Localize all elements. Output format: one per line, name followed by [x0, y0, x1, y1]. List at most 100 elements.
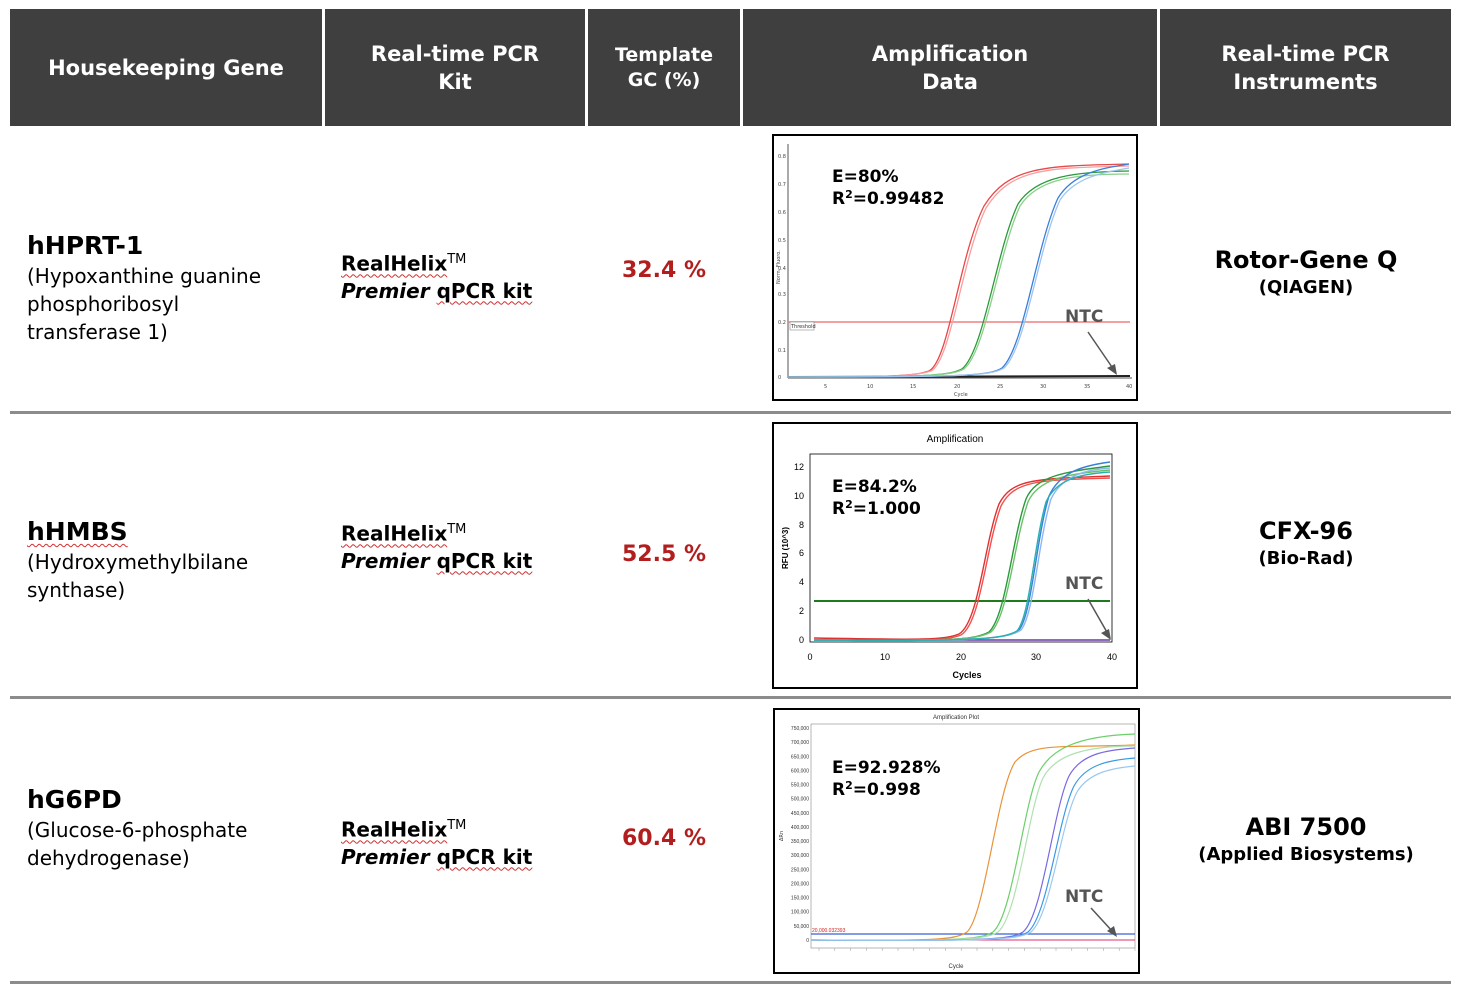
curve-teal [813, 471, 1111, 642]
y-tick: 0.4 [778, 266, 786, 272]
ntc-arrowhead [1101, 629, 1111, 640]
y-axis-label: RFU (10^3) [781, 527, 790, 569]
threshold-label-box [789, 321, 815, 331]
x-tick: 20 [954, 384, 960, 390]
gene-full-name-line: phosphoribosyl [27, 292, 180, 316]
amplification-plot-cfx96: Amplification 12 10 8 6 4 2 0 0 10 20 30… [772, 422, 1138, 689]
ntc-label: NTC [1065, 887, 1103, 907]
header-instruments: Real-time PCR Instruments [1160, 9, 1451, 126]
instrument-name: CFX-96 [1259, 517, 1353, 545]
header-pcr-kit: Real-time PCR Kit [325, 9, 585, 126]
row-separator [10, 696, 1451, 699]
x-tick: 30 [1031, 652, 1041, 662]
header-housekeeping-gene: Housekeeping Gene [10, 9, 322, 126]
row-separator [10, 411, 1451, 414]
curve-red [813, 475, 1111, 640]
y-tick: 200,000 [791, 881, 809, 887]
gene-symbol: hG6PD [27, 785, 122, 814]
y-tick: 250,000 [791, 867, 809, 873]
gene-cell-hg6pd: hG6PD (Glucose-6-phosphate dehydrogenase… [27, 784, 247, 872]
x-tick: 40 [1126, 384, 1132, 390]
y-tick: 750,000 [791, 726, 809, 732]
y-tick: 8 [799, 520, 804, 530]
kit-brand: RealHelix [341, 251, 448, 276]
gene-full-name-line: dehydrogenase) [27, 846, 190, 870]
ntc-arrowhead [1107, 364, 1117, 375]
efficiency-label: E=92.928% [832, 758, 941, 778]
y-tick: 6 [799, 548, 804, 558]
plot-title: Amplification [927, 434, 984, 445]
y-tick: 700,000 [791, 740, 809, 746]
y-tick: 600,000 [791, 768, 809, 774]
kit-premier: Premier [341, 548, 430, 573]
y-tick: 450,000 [791, 811, 809, 817]
kit-cell: RealHelixTM Premier qPCR kit [341, 516, 532, 575]
x-axis-label: Cycles [952, 670, 981, 680]
gc-value: 32.4 % [622, 258, 706, 283]
y-tick: 4 [799, 577, 804, 587]
x-tick: 40 [1107, 652, 1117, 662]
kit-trademark: TM [447, 818, 467, 833]
y-tick: 0.6 [778, 210, 786, 216]
header-template-gc: Template GC (%) [588, 9, 740, 126]
y-tick: 650,000 [791, 754, 809, 760]
ntc-arrowhead [1107, 926, 1117, 937]
r-squared-label: R2=0.998 [832, 779, 921, 800]
gene-full-name-line: (Hydroxymethylbilane [27, 550, 249, 574]
kit-name: qPCR kit [436, 278, 533, 303]
y-axis-label: Norm. Fluoro. [776, 250, 782, 284]
y-tick: 0.3 [778, 292, 786, 298]
gene-cell-hhmbs: hHMBS (Hydroxymethylbilane synthase) [27, 516, 248, 604]
curve-blue-replicate [787, 167, 1130, 378]
gene-cell-hhprt1: hHPRT-1 (Hypoxanthine guanine phosphorib… [27, 230, 261, 346]
gene-full-name-line: transferase 1) [27, 320, 168, 344]
y-tick: 500,000 [791, 797, 809, 803]
instrument-maker: (Applied Biosystems) [1198, 844, 1414, 865]
x-tick: 0 [807, 652, 812, 662]
kit-trademark: TM [447, 522, 467, 537]
y-tick: 350,000 [791, 839, 809, 845]
y-tick: 2 [799, 606, 804, 616]
amplification-plot-rotorgene: 0.8 0.7 0.6 0.5 0.4 0.3 0.2 0.1 0 5 10 1… [772, 134, 1138, 401]
x-tick: 30 [1040, 384, 1046, 390]
x-axis-label: Cycle [948, 964, 964, 970]
header-amplification-data: Amplification Data [743, 9, 1157, 126]
x-tick: 20 [956, 652, 966, 662]
x-tick: 25 [997, 384, 1003, 390]
kit-name: qPCR kit [436, 844, 533, 869]
gene-full-name-line: (Glucose-6-phosphate [27, 818, 248, 842]
plot-area [809, 453, 1113, 643]
y-tick: 0.5 [778, 238, 786, 244]
kit-brand: RealHelix [341, 521, 448, 546]
kit-trademark: TM [447, 252, 467, 267]
threshold-label: 20,000.032393 [812, 928, 846, 934]
gene-full-name-line: (Hypoxanthine guanine [27, 264, 262, 288]
y-tick: 300,000 [791, 853, 809, 859]
efficiency-label: E=84.2% [832, 477, 917, 497]
ntc-label: NTC [1065, 307, 1103, 327]
x-tick: 35 [1084, 384, 1090, 390]
gene-symbol: hHMBS [27, 517, 128, 546]
y-axis-label: ΔRn [779, 831, 785, 841]
x-tick: 10 [880, 652, 890, 662]
kit-brand: RealHelix [341, 817, 448, 842]
ntc-arrow [1087, 331, 1115, 371]
r-squared-label: R2=0.99482 [832, 188, 944, 209]
y-tick: 100,000 [791, 910, 809, 916]
y-tick: 0 [778, 375, 781, 381]
y-tick: 0.8 [778, 154, 786, 160]
y-tick: 0.7 [778, 182, 786, 188]
plot-title: Amplification Plot [933, 715, 979, 721]
x-tick: 10 [867, 384, 873, 390]
curve-red-replicate [787, 165, 1130, 378]
gc-value: 60.4 % [622, 826, 706, 851]
instrument-name: Rotor-Gene Q [1214, 246, 1398, 274]
y-tick: 400,000 [791, 825, 809, 831]
instrument-cell: CFX-96 (Bio-Rad) [1160, 516, 1452, 572]
kit-premier: Premier [341, 278, 430, 303]
y-tick: 150,000 [791, 896, 809, 902]
y-tick: 50,000 [794, 924, 810, 930]
row-separator [10, 981, 1451, 984]
y-tick: 12 [794, 462, 804, 472]
y-tick: 10 [794, 491, 804, 501]
